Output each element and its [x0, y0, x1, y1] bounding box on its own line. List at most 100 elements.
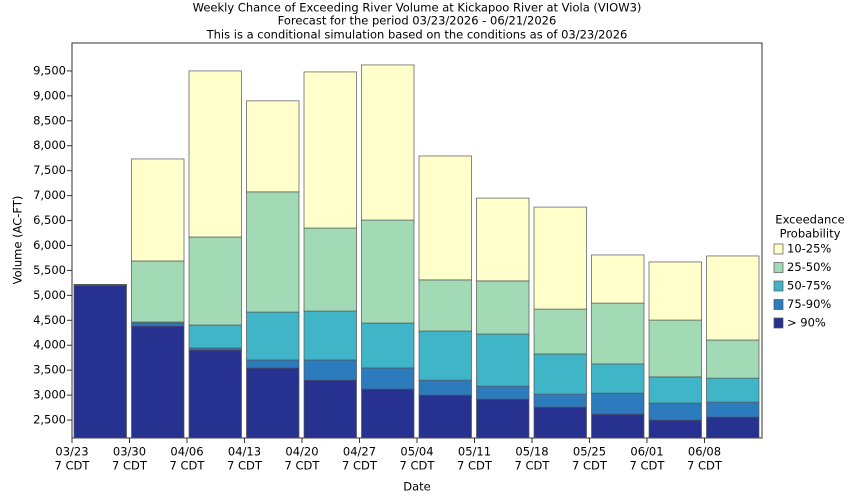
x-tick-sublabel: 7 CDT [572, 459, 608, 473]
bar-segment [361, 64, 415, 221]
bar-segment [131, 158, 185, 262]
bar-segment [418, 394, 472, 439]
bar-segment [648, 261, 702, 321]
bar-segment [476, 197, 530, 282]
x-tick-sublabel: 7 CDT [400, 459, 436, 473]
y-tick-label: 8,500 [33, 113, 66, 127]
bar-segment [648, 419, 702, 439]
bar-segment [418, 330, 472, 381]
x-axis-label: Date [403, 480, 431, 494]
bar-segment [303, 359, 357, 381]
bar-segment [591, 413, 645, 439]
bar-segment [361, 388, 415, 439]
y-tick-label: 3,500 [33, 363, 66, 377]
y-tick-label: 4,500 [33, 313, 66, 327]
bar-segment [476, 280, 530, 335]
bar-segment [706, 416, 760, 439]
bar-segment [303, 379, 357, 439]
x-tick-sublabel: 7 CDT [515, 459, 551, 473]
x-tick-sublabel: 7 CDT [170, 459, 206, 473]
legend-swatch [773, 243, 784, 255]
bar-segment [591, 254, 645, 304]
legend-label: 50-75% [787, 279, 831, 293]
x-tick-label: 05/04 [400, 445, 433, 459]
y-tick-label: 6,500 [33, 213, 66, 227]
bar-segment [246, 359, 300, 369]
bar-segment [706, 377, 760, 403]
bar-segment [361, 322, 415, 369]
bar-segment [476, 398, 530, 439]
bar-segment [246, 100, 300, 193]
bar-segment [533, 393, 587, 408]
x-tick-sublabel: 7 CDT [630, 459, 666, 473]
x-tick-label: 05/11 [458, 445, 491, 459]
y-tick-label: 5,500 [33, 263, 66, 277]
y-tick-label: 7,500 [33, 163, 66, 177]
x-tick-label: 04/20 [285, 445, 318, 459]
bar-segment [246, 311, 300, 361]
x-tick-label: 04/13 [228, 445, 261, 459]
bar-segment [361, 219, 415, 324]
bar-segment [73, 285, 127, 439]
x-tick-sublabel: 7 CDT [457, 459, 493, 473]
chart-subtitle: Forecast for the period 03/23/2026 - 06/… [278, 14, 557, 28]
bar-segment [533, 308, 587, 355]
bar-segment [246, 367, 300, 439]
bar-segment [303, 71, 357, 229]
bar-segment [648, 402, 702, 421]
legend-swatch [773, 262, 784, 273]
bar-segment [418, 155, 472, 281]
y-tick-label: 5,000 [33, 288, 66, 302]
legend-label: 75-90% [787, 297, 831, 311]
x-tick-label: 05/25 [573, 445, 606, 459]
bar-segment [706, 401, 760, 418]
y-tick-label: 7,000 [33, 188, 66, 202]
bar-segment [591, 363, 645, 394]
x-tick-label: 06/01 [630, 445, 663, 459]
legend-swatch [773, 280, 784, 292]
x-tick-sublabel: 7 CDT [112, 459, 148, 473]
bar-segment [476, 385, 530, 400]
chart-title: Weekly Chance of Exceeding River Volume … [193, 1, 642, 15]
bar-segment [533, 406, 587, 439]
bar-segment [418, 379, 472, 396]
legend-swatch [773, 299, 784, 310]
chart-note: This is a conditional simulation based o… [206, 28, 628, 42]
bar-segment [361, 367, 415, 390]
x-tick-label: 05/18 [515, 445, 548, 459]
y-tick-label: 4,000 [33, 338, 66, 352]
x-tick-label: 04/06 [170, 445, 203, 459]
y-tick-label: 6,000 [33, 238, 66, 252]
bar-segment [131, 260, 185, 323]
bar-segment [476, 333, 530, 387]
bar-segment [188, 349, 242, 439]
y-tick-label: 3,000 [33, 388, 66, 402]
bar-segment [303, 310, 357, 361]
x-tick-label: 03/23 [55, 445, 88, 459]
plot-area [71, 42, 763, 439]
bar-segment [533, 206, 587, 310]
legend-swatch [773, 317, 784, 329]
y-tick-label: 2,500 [33, 413, 66, 427]
y-tick-label: 8,000 [33, 138, 66, 152]
bar-segment [188, 70, 242, 238]
bar-segment [648, 319, 702, 378]
bar-segment [131, 322, 185, 327]
y-tick-label: 9,500 [33, 63, 66, 77]
legend-label: > 90% [787, 316, 826, 330]
bar-segment [188, 236, 242, 326]
x-tick-sublabel: 7 CDT [687, 459, 723, 473]
y-tick-label: 9,000 [33, 88, 66, 102]
bar-segment [418, 279, 472, 332]
legend-title: Probability [780, 227, 841, 241]
bar-segment [131, 325, 185, 439]
x-tick-sublabel: 7 CDT [342, 459, 378, 473]
bar-segment [246, 191, 300, 313]
x-tick-sublabel: 7 CDT [285, 459, 321, 473]
bar-segment [188, 324, 242, 349]
x-tick-label: 03/30 [113, 445, 146, 459]
bar-segment [591, 392, 645, 415]
legend-label: 25-50% [787, 260, 831, 274]
x-tick-sublabel: 7 CDT [227, 459, 263, 473]
